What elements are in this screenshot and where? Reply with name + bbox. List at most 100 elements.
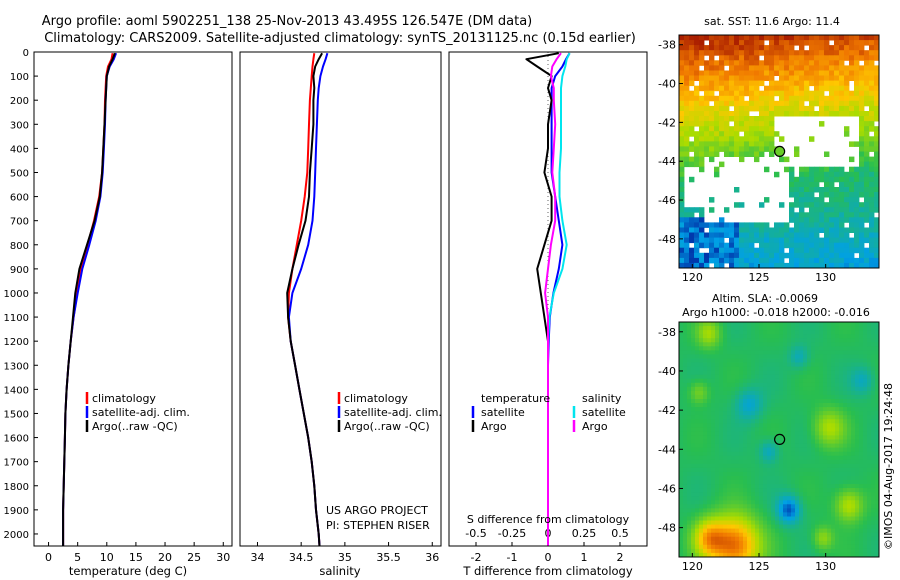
lon-tick-label: 125 (749, 560, 770, 573)
sla-cell (719, 346, 724, 351)
sla-cell (703, 480, 708, 485)
sst-cell (694, 121, 700, 127)
sla-cell (739, 322, 744, 327)
sla-cell (859, 431, 864, 436)
sla-cell (723, 508, 728, 513)
sst-cell (679, 75, 685, 81)
sla-cell (799, 378, 804, 384)
sla-cell (691, 492, 696, 497)
sla-cell (679, 399, 684, 404)
sla-cell (755, 366, 760, 372)
sla-cell (827, 370, 832, 376)
sla-cell (691, 544, 696, 550)
sla-cell (691, 467, 696, 473)
sla-cell (859, 508, 864, 513)
sla-cell (755, 528, 760, 534)
sla-cell (815, 532, 820, 538)
sla-cell (843, 399, 848, 404)
sla-cell (859, 500, 864, 505)
sst-cell (839, 95, 845, 102)
depth-tick-label: 100 (10, 72, 29, 83)
sst-cell (859, 217, 865, 223)
sla-cell (679, 504, 684, 509)
sla-cell (863, 480, 868, 485)
sst-cell (714, 141, 720, 147)
sst-cell (724, 146, 730, 152)
sst-cell (749, 262, 755, 269)
sla-cell (763, 544, 768, 550)
sla-cell (731, 362, 736, 367)
sla-cell (735, 334, 740, 339)
sla-cell (771, 492, 776, 497)
sst-cell (804, 111, 810, 117)
sla-cell (783, 451, 788, 457)
sst-cell (799, 212, 805, 218)
sla-cell (707, 500, 712, 505)
sst-cell (864, 85, 870, 92)
sst-cell (709, 45, 715, 51)
sst-cell (794, 252, 800, 259)
sla-cell (807, 358, 812, 363)
sst-cell (749, 45, 755, 51)
sla-cell (695, 394, 700, 400)
sst-cell (779, 105, 785, 112)
sla-cell (807, 504, 812, 509)
sla-cell (779, 484, 784, 489)
sla-cell (835, 411, 840, 416)
sla-cell (839, 504, 844, 509)
sst-cell (874, 70, 880, 76)
sla-cell (827, 488, 832, 493)
sla-cell (735, 394, 740, 400)
sla-cell (751, 508, 756, 513)
sla-cell (807, 520, 812, 525)
sla-cell (691, 330, 696, 335)
sst-cell (869, 232, 875, 238)
sst-cell (724, 257, 730, 264)
sla-cell (715, 354, 720, 359)
sla-cell (687, 362, 692, 367)
sst-cell (684, 45, 690, 51)
sla-cell (791, 423, 796, 428)
sla-cell (679, 362, 684, 367)
sst-cell (839, 171, 845, 178)
sla-cell (847, 484, 852, 489)
sla-cell (835, 524, 840, 530)
sst-cell (809, 136, 815, 142)
sla-cell (747, 407, 752, 412)
sla-cell (811, 480, 816, 485)
sla-cell (723, 431, 728, 436)
sla-cell (819, 338, 824, 343)
sla-cell (859, 540, 864, 546)
sst-cell (869, 176, 875, 183)
sla-cell (843, 520, 848, 525)
sla-cell (687, 370, 692, 376)
sla-cell (711, 496, 716, 501)
sst-cell (694, 60, 700, 66)
sla-cell (839, 334, 844, 339)
sla-cell (823, 358, 828, 363)
sla-cell (867, 471, 872, 477)
sst-cell (794, 242, 800, 249)
sla-cell (787, 350, 792, 355)
sst-cell (844, 126, 850, 132)
sla-cell (699, 528, 704, 534)
sla-cell (811, 435, 816, 440)
sla-cell (735, 338, 740, 343)
sla-cell (803, 524, 808, 530)
sst-cell (829, 50, 835, 56)
sla-cell (867, 374, 872, 380)
sla-cell (827, 366, 832, 372)
sla-cell (767, 386, 772, 392)
sla-cell (731, 423, 736, 428)
sla-cell (827, 322, 832, 327)
sst-cell (799, 237, 805, 244)
sla-cell (827, 480, 832, 485)
sla-cell (747, 374, 752, 380)
sla-cell (687, 334, 692, 339)
sla-cell (835, 338, 840, 343)
sla-cell (831, 386, 836, 392)
sla-cell (683, 471, 688, 477)
sla-map-subtitle: Argo h1000: -0.018 h2000: -0.016 (682, 306, 870, 319)
sla-cell (699, 471, 704, 477)
sst-cell (759, 60, 765, 66)
